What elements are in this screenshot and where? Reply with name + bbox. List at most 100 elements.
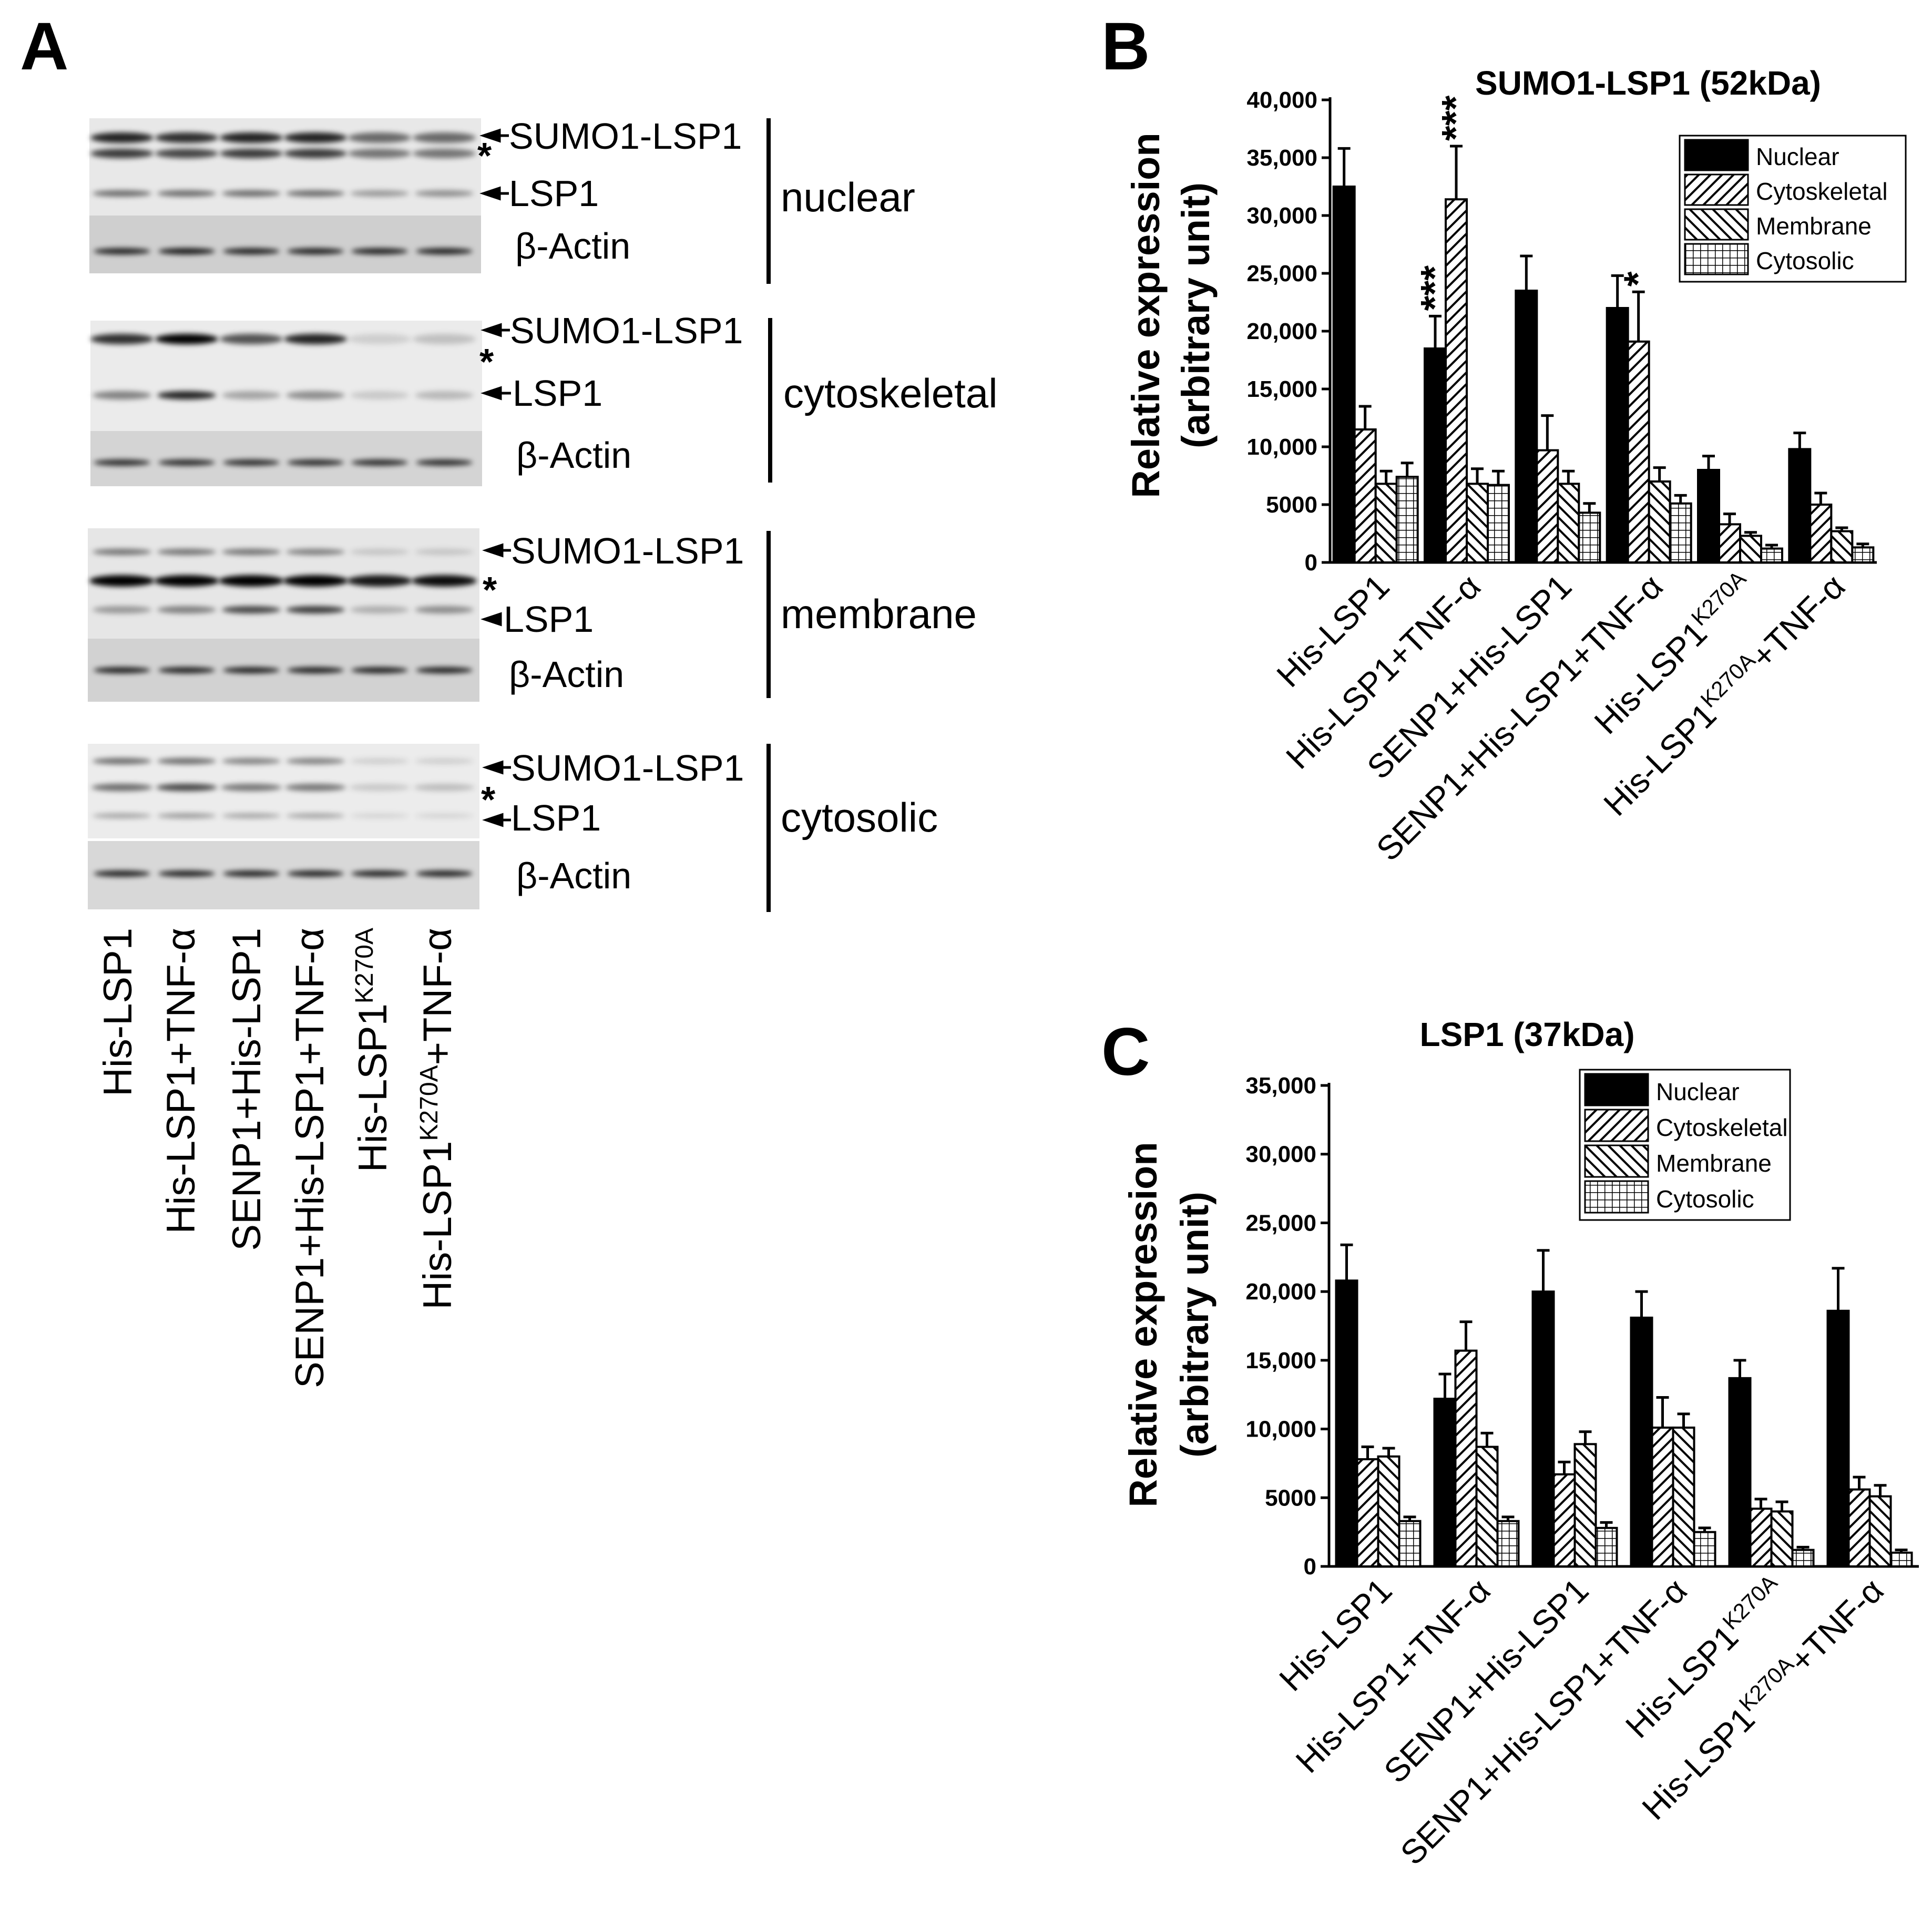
bar-cytosolic xyxy=(1851,546,1875,564)
legend-label: Nuclear xyxy=(1756,143,1839,170)
blot-band xyxy=(413,334,476,344)
legend-swatch xyxy=(1584,1073,1649,1106)
band-label-actin: β-Actin xyxy=(516,435,631,476)
bar-membrane xyxy=(1466,483,1489,564)
band-label-lsp1: LSP1 xyxy=(511,797,601,838)
blot-band xyxy=(286,391,345,399)
band-label-sumo1-lsp1: SUMO1-LSP1 xyxy=(511,530,744,571)
lane-label: SENP1+His-LSP1+TNF-α xyxy=(288,928,332,1388)
blot-band xyxy=(415,813,474,818)
bar-cytoskeletal xyxy=(1454,1349,1478,1567)
bar-cytosolic xyxy=(1578,511,1601,564)
bar-cytoskeletal xyxy=(1353,428,1377,563)
bar-nuclear xyxy=(1433,1398,1457,1567)
star-marker: * xyxy=(481,779,496,820)
blot-band xyxy=(222,391,281,399)
significance-marker: *** xyxy=(1413,265,1456,311)
star-marker: * xyxy=(479,341,494,382)
bar-membrane xyxy=(1377,1455,1401,1568)
bar-cytosolic xyxy=(1395,476,1419,564)
chart-title: LSP1 (37kDa) xyxy=(1419,1016,1634,1053)
bar-cytoskeletal xyxy=(1847,1488,1871,1568)
bar-cytosolic xyxy=(1889,1551,1913,1568)
blot-band xyxy=(90,132,154,143)
blot-band xyxy=(415,549,474,555)
band-label-actin: β-Actin xyxy=(516,855,631,896)
significance-marker: *** xyxy=(1434,95,1477,141)
blot-band xyxy=(285,784,346,791)
arrow-icon xyxy=(481,323,510,337)
blot-band xyxy=(223,870,280,877)
bar-cytoskeletal xyxy=(1718,523,1741,564)
blot-band xyxy=(94,459,150,466)
y-tick-label: 5000 xyxy=(1266,492,1317,518)
bar-cytosolic xyxy=(1669,502,1692,563)
actin-blot-image-nuclear xyxy=(89,216,481,273)
y-tick-label: 0 xyxy=(1304,1554,1316,1580)
y-tick-label: 30,000 xyxy=(1246,203,1317,229)
arrow-icon xyxy=(479,186,509,201)
bar-membrane xyxy=(1374,483,1398,564)
lane-label: His-LSP1+TNF-α xyxy=(159,928,203,1234)
legend-swatch xyxy=(1584,1180,1649,1214)
blot-band xyxy=(93,758,151,764)
blot-band xyxy=(90,334,154,344)
blot-band xyxy=(157,758,216,764)
legend-swatch xyxy=(1684,243,1749,275)
arrow-icon xyxy=(481,386,511,401)
blot-band xyxy=(93,606,151,613)
blot-band xyxy=(416,459,473,466)
lane-labels: His-LSP1 His-LSP1+TNF-α SENP1+His-LSP1 SENP… xyxy=(96,928,460,1388)
bar-nuclear xyxy=(1531,1290,1555,1567)
blot-band xyxy=(222,813,281,818)
bar-membrane xyxy=(1672,1426,1695,1567)
blot-band xyxy=(414,784,475,791)
blot-group-nuclear: SUMO1-LSP1 * LSP1 β-Actin nuclear xyxy=(89,116,915,284)
blot-band xyxy=(219,575,284,587)
bar-cytoskeletal xyxy=(1749,1508,1773,1567)
bar-membrane xyxy=(1739,535,1762,564)
blot-band xyxy=(220,334,283,344)
blot-band xyxy=(350,391,409,399)
blot-band xyxy=(154,575,219,587)
bar-membrane xyxy=(1557,483,1580,564)
blot-band xyxy=(284,149,347,158)
blot-band xyxy=(351,248,408,254)
y-axis-label: (arbitrary unit) xyxy=(1174,182,1218,448)
legend-swatch xyxy=(1684,139,1749,171)
panel-a-letter: A xyxy=(20,9,68,84)
bar-cytoskeletal xyxy=(1651,1426,1674,1567)
bar-cytoskeletal xyxy=(1552,1473,1576,1567)
blot-band xyxy=(287,870,344,877)
y-tick-label: 15,000 xyxy=(1245,1348,1316,1374)
blot-band xyxy=(348,132,411,143)
bar-nuclear xyxy=(1424,347,1447,563)
arrow-icon xyxy=(482,813,511,827)
blot-band xyxy=(286,813,345,818)
y-axis-label: Relative expression xyxy=(1124,132,1168,498)
blot-band xyxy=(350,190,409,197)
bar-membrane xyxy=(1475,1446,1499,1567)
band-label-sumo1-lsp1: SUMO1-LSP1 xyxy=(511,747,744,788)
blot-band xyxy=(350,549,409,555)
blot-band xyxy=(157,391,216,399)
blot-bands xyxy=(89,132,477,877)
y-tick-label: 0 xyxy=(1305,550,1317,576)
blot-band xyxy=(351,870,408,877)
bar-nuclear xyxy=(1332,186,1356,563)
blot-band xyxy=(90,149,154,158)
blot-band xyxy=(412,575,477,587)
y-tick-label: 35,000 xyxy=(1245,1073,1316,1099)
bar-cytosolic xyxy=(1760,547,1783,563)
bar-cytosolic xyxy=(1487,484,1510,563)
blot-band xyxy=(415,391,474,399)
blot-band xyxy=(286,606,345,613)
panel-c-letter: C xyxy=(1101,1014,1150,1090)
bar-cytosolic xyxy=(1791,1549,1815,1568)
y-tick-label: 10,000 xyxy=(1246,434,1317,460)
blot-band xyxy=(158,870,215,877)
blot-band xyxy=(416,870,473,877)
arrow-icon xyxy=(482,543,511,558)
legend: Nuclear Cytoskeletal Membrane Cytosolic xyxy=(1679,135,1907,283)
blot-band xyxy=(222,758,281,764)
